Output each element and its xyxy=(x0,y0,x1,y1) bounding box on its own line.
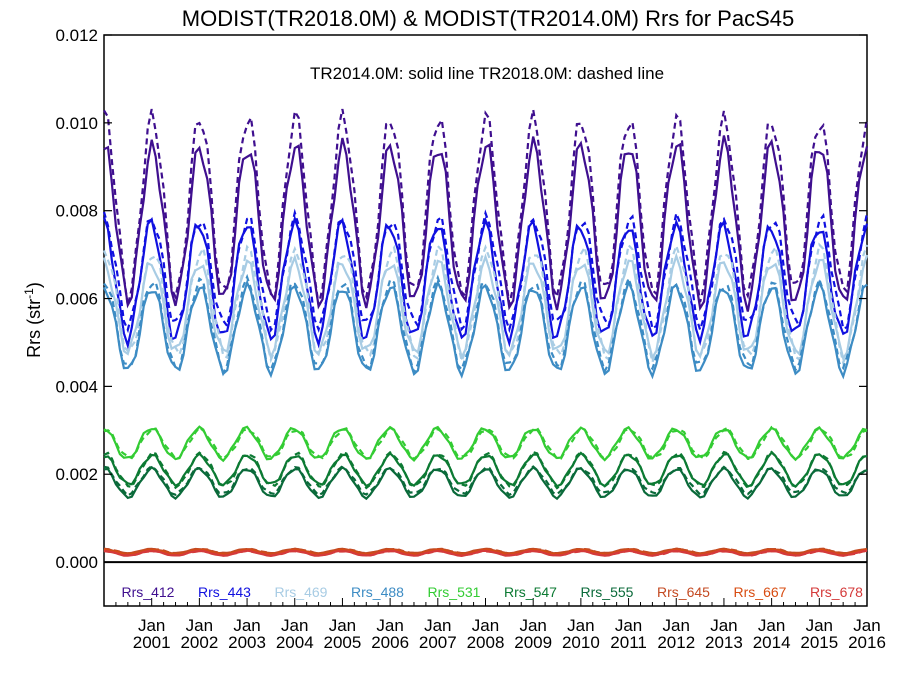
x-tick-label-month: Jan xyxy=(853,616,880,635)
y-axis-label-sup: -1 xyxy=(22,288,36,299)
series-line-solid-rrs-488 xyxy=(102,279,868,380)
legend-label-rrs-555: Rrs_555 xyxy=(581,584,634,600)
x-tick-label-month: Jan xyxy=(615,616,642,635)
y-tick-label: 0.006 xyxy=(55,290,98,309)
x-tick-label-year: 2002 xyxy=(180,633,218,652)
x-axis-ticks: Jan2001Jan2002Jan2003Jan2004Jan2005Jan20… xyxy=(103,598,886,652)
legend-label-rrs-678: Rrs_678 xyxy=(810,584,863,600)
series-line-solid-rrs-555 xyxy=(103,465,868,501)
legend-label-rrs-443: Rrs_443 xyxy=(198,584,251,600)
y-tick-label: 0.004 xyxy=(55,377,98,396)
legend-label-rrs-645: Rrs_645 xyxy=(657,584,710,600)
x-tick-label-month: Jan xyxy=(663,616,690,635)
x-tick-label-year: 2005 xyxy=(324,633,362,652)
x-tick-label-month: Jan xyxy=(186,616,213,635)
y-tick-label: 0.008 xyxy=(55,202,98,221)
legend: Rrs_412 Rrs_443 Rrs_469 Rrs_488 Rrs_531 Rrs_5… xyxy=(122,584,864,600)
series-line-solid-rrs-469 xyxy=(102,252,869,362)
x-tick-label-year: 2012 xyxy=(657,633,695,652)
legend-label-rrs-412: Rrs_412 xyxy=(122,584,175,600)
y-axis-label-close: ) xyxy=(24,282,44,288)
y-axis-label: Rrs (str-1) xyxy=(22,282,44,358)
x-tick-label-year: 2009 xyxy=(514,633,552,652)
series-lines xyxy=(102,108,869,558)
y-axis-ticks: 0.000 0.002 0.004 0.006 0.008 0.010 0.012 xyxy=(55,26,867,572)
x-tick-label-year: 2008 xyxy=(467,633,505,652)
y-tick-label: 0.012 xyxy=(55,26,98,45)
x-tick-label-month: Jan xyxy=(806,616,833,635)
x-tick-label-month: Jan xyxy=(281,616,308,635)
x-tick-label-month: Jan xyxy=(138,616,165,635)
legend-label-rrs-488: Rrs_488 xyxy=(351,584,404,600)
x-tick-label-month: Jan xyxy=(758,616,785,635)
x-tick-label-year: 2014 xyxy=(753,633,791,652)
y-tick-label: 0.010 xyxy=(55,114,98,133)
series-line-solid-rrs-547 xyxy=(103,451,868,489)
x-tick-label-year: 2003 xyxy=(228,633,266,652)
legend-label-rrs-469: Rrs_469 xyxy=(275,584,328,600)
x-tick-label-year: 2004 xyxy=(276,633,314,652)
x-tick-label-year: 2007 xyxy=(419,633,457,652)
x-tick-label-year: 2001 xyxy=(133,633,171,652)
y-tick-label: 0.002 xyxy=(55,465,98,484)
legend-label-rrs-531: Rrs_531 xyxy=(428,584,481,600)
x-tick-label-month: Jan xyxy=(519,616,546,635)
y-tick-label: 0.000 xyxy=(55,553,98,572)
x-tick-label-year: 2011 xyxy=(610,633,647,652)
x-tick-label-month: Jan xyxy=(376,616,403,635)
series-line-solid-rrs-412 xyxy=(103,135,869,312)
x-tick-label-year: 2015 xyxy=(800,633,838,652)
series-line-dashed-rrs-531 xyxy=(103,425,868,462)
x-tick-label-month: Jan xyxy=(329,616,356,635)
x-tick-label-year: 2013 xyxy=(705,633,743,652)
line-style-annotation: TR2014.0M: solid line TR2018.0M: dashed … xyxy=(310,64,664,83)
x-tick-label-month: Jan xyxy=(710,616,737,635)
y-axis-label-main: Rrs (str xyxy=(24,299,44,358)
x-tick-label-year: 2016 xyxy=(848,633,886,652)
series-line-solid-rrs-443 xyxy=(102,214,869,350)
series-line-dashed-rrs-443 xyxy=(102,208,869,334)
legend-label-rrs-667: Rrs_667 xyxy=(734,584,787,600)
series-line-solid-rrs-678 xyxy=(103,549,868,558)
x-tick-label-month: Jan xyxy=(567,616,594,635)
x-tick-label-year: 2010 xyxy=(562,633,600,652)
chart-title: MODIST(TR2018.0M) & MODIST(TR2014.0M) Rr… xyxy=(182,6,794,31)
x-tick-label-year: 2006 xyxy=(371,633,409,652)
legend-label-rrs-547: Rrs_547 xyxy=(504,584,557,600)
x-tick-label-month: Jan xyxy=(424,616,451,635)
x-tick-label-month: Jan xyxy=(472,616,499,635)
x-tick-label-month: Jan xyxy=(233,616,260,635)
series-line-solid-rrs-531 xyxy=(103,425,868,463)
